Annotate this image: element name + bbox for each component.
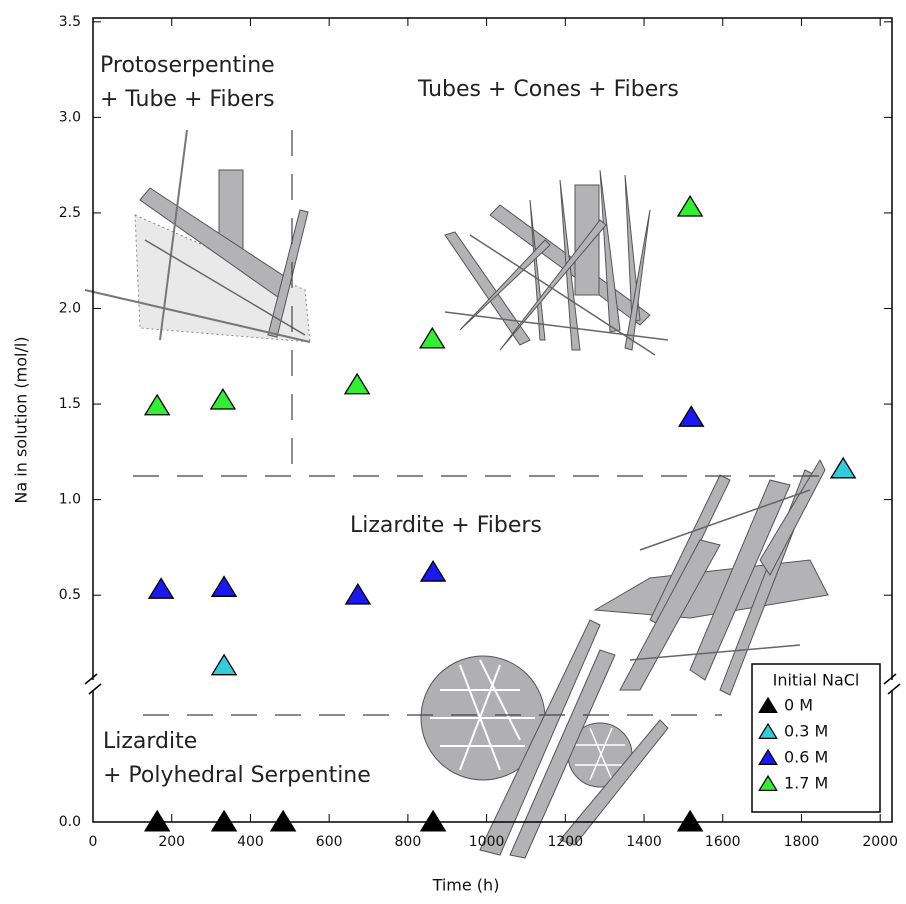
- data-point: [212, 811, 236, 831]
- y-tick-label: 1.5: [59, 396, 81, 412]
- data-point: [346, 584, 370, 604]
- legend-label: 0 M: [784, 696, 813, 715]
- chart: Protoserpentine + Tube + Fibers Tubes + …: [0, 0, 906, 904]
- y-tick-label: 2.0: [59, 300, 81, 316]
- data-point: [149, 578, 173, 598]
- x-tick-label: 2000: [862, 834, 898, 850]
- x-tick-label: 600: [316, 834, 343, 850]
- region-label: Lizardite + Fibers: [350, 513, 542, 538]
- data-point: [211, 389, 235, 409]
- data-point: [679, 406, 703, 426]
- x-tick-label: 1400: [626, 834, 662, 850]
- region-label: Lizardite: [103, 729, 197, 754]
- y-tick-label: 3.5: [59, 14, 81, 30]
- data-point: [212, 577, 236, 597]
- x-axis-label: Time (h): [432, 876, 500, 895]
- illustration-protoserpentine: [85, 130, 310, 342]
- data-point: [271, 811, 295, 831]
- data-point: [212, 655, 236, 675]
- x-tick-label: 1200: [547, 834, 583, 850]
- x-tick-label: 1000: [469, 834, 505, 850]
- x-tick-label: 400: [237, 834, 264, 850]
- y-tick-label: 3.0: [59, 109, 81, 125]
- x-tick-label: 1600: [705, 834, 741, 850]
- y-axis-label: Na in solution (mol/l): [12, 336, 31, 503]
- region-label: + Polyhedral Serpentine: [103, 763, 371, 788]
- data-point: [420, 328, 444, 348]
- legend-label: 0.3 M: [784, 722, 828, 741]
- y-tick-label: 0.5: [59, 587, 81, 603]
- legend-title: Initial NaCl: [773, 671, 860, 690]
- legend-label: 1.7 M: [784, 774, 828, 793]
- y-tick-label: 1.0: [59, 492, 81, 508]
- legend-label: 0.6 M: [784, 748, 828, 767]
- x-tick-label: 1800: [784, 834, 820, 850]
- illustration-lizardite: [595, 460, 828, 695]
- y-tick-label: 2.5: [59, 205, 81, 221]
- data-point: [678, 196, 702, 216]
- x-tick-label: 800: [395, 834, 422, 850]
- data-point: [421, 561, 445, 581]
- data-point: [145, 395, 169, 415]
- x-tick-label: 200: [158, 834, 185, 850]
- region-label: + Tube + Fibers: [100, 87, 275, 112]
- data-point: [831, 458, 855, 478]
- region-label: Protoserpentine: [100, 53, 275, 78]
- region-label: Tubes + Cones + Fibers: [417, 77, 679, 102]
- data-point: [345, 374, 369, 394]
- data-point: [421, 811, 445, 831]
- data-point: [678, 811, 702, 831]
- illustration-tubes-cones: [445, 170, 668, 355]
- data-point: [145, 811, 169, 831]
- y-tick-label: 0.0: [59, 814, 81, 830]
- x-tick-label: 0: [89, 834, 98, 850]
- page: Protoserpentine + Tube + Fibers Tubes + …: [0, 0, 906, 904]
